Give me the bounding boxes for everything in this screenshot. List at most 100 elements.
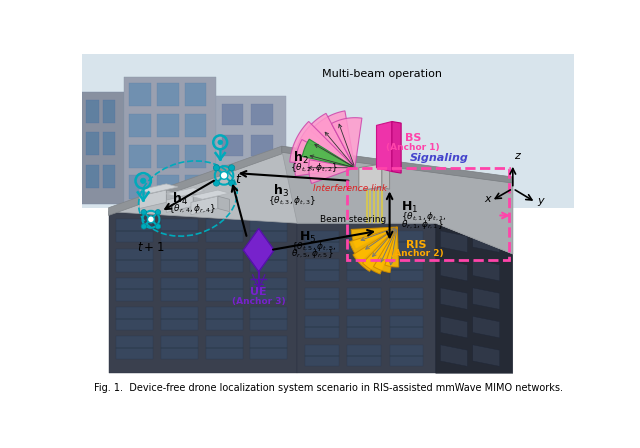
Bar: [157, 145, 179, 168]
Bar: [305, 231, 339, 252]
Bar: [129, 145, 151, 168]
Text: $\mathbf{h}_3$: $\mathbf{h}_3$: [273, 183, 289, 199]
Polygon shape: [243, 228, 274, 271]
Polygon shape: [296, 113, 355, 168]
Bar: [390, 288, 424, 310]
Bar: [205, 307, 243, 330]
Text: $\mathbf{h}_2$: $\mathbf{h}_2$: [293, 150, 309, 166]
Bar: [103, 165, 115, 188]
Bar: [81, 54, 575, 208]
Polygon shape: [362, 227, 397, 274]
Text: $\theta_{r,5}, \phi_{r,5}$}: $\theta_{r,5}, \phi_{r,5}$}: [291, 248, 334, 260]
Bar: [250, 220, 287, 242]
Bar: [390, 259, 424, 281]
Bar: [305, 288, 339, 310]
Text: {$\theta_{t,3}, \phi_{t,3}$}: {$\theta_{t,3}, \phi_{t,3}$}: [268, 194, 316, 207]
Circle shape: [213, 180, 220, 186]
Bar: [116, 336, 153, 359]
Circle shape: [156, 210, 161, 215]
Bar: [157, 83, 179, 106]
Polygon shape: [166, 194, 193, 212]
Bar: [251, 134, 273, 156]
Polygon shape: [297, 223, 436, 373]
Bar: [116, 307, 153, 330]
Bar: [185, 114, 206, 137]
Text: Signaling: Signaling: [410, 153, 469, 163]
Circle shape: [156, 224, 161, 229]
Bar: [116, 249, 153, 271]
Polygon shape: [353, 227, 397, 271]
Bar: [205, 336, 243, 359]
Text: Multi-beam operation: Multi-beam operation: [322, 69, 442, 79]
Text: {$\theta_{t,1}, \phi_{t,1}$,: {$\theta_{t,1}, \phi_{t,1}$,: [401, 211, 447, 224]
Polygon shape: [359, 164, 382, 191]
Polygon shape: [216, 96, 285, 208]
Polygon shape: [109, 211, 297, 373]
Bar: [205, 278, 243, 301]
Polygon shape: [351, 227, 397, 248]
Polygon shape: [440, 288, 467, 310]
Text: UE: UE: [250, 288, 267, 297]
Bar: [348, 345, 381, 366]
Polygon shape: [191, 196, 218, 215]
Bar: [161, 220, 198, 242]
Polygon shape: [140, 190, 166, 208]
Text: $t$: $t$: [235, 173, 242, 186]
Bar: [348, 316, 381, 338]
Polygon shape: [440, 316, 467, 338]
Text: (Anchor 2): (Anchor 2): [390, 250, 444, 258]
Bar: [205, 249, 243, 271]
Bar: [250, 278, 287, 301]
Bar: [86, 165, 99, 188]
Polygon shape: [302, 139, 355, 168]
Text: (Anchor 1): (Anchor 1): [386, 143, 440, 152]
Polygon shape: [109, 146, 282, 215]
Polygon shape: [290, 121, 355, 168]
Bar: [103, 132, 115, 155]
Circle shape: [141, 178, 146, 184]
Text: $z$: $z$: [515, 151, 522, 161]
Text: Interference link: Interference link: [312, 184, 387, 193]
Polygon shape: [332, 118, 362, 168]
Bar: [221, 134, 243, 156]
Bar: [129, 176, 151, 198]
Polygon shape: [374, 227, 397, 273]
Bar: [116, 278, 153, 301]
Polygon shape: [440, 345, 467, 366]
Bar: [348, 259, 381, 281]
Circle shape: [228, 165, 235, 171]
Bar: [86, 132, 99, 155]
Polygon shape: [124, 77, 216, 208]
Polygon shape: [392, 121, 401, 173]
Circle shape: [218, 140, 223, 145]
Bar: [157, 114, 179, 137]
Polygon shape: [166, 188, 205, 197]
Bar: [305, 345, 339, 366]
Text: {$\theta_{t,2}, \phi_{t,2}$}: {$\theta_{t,2}, \phi_{t,2}$}: [289, 161, 338, 174]
Bar: [185, 176, 206, 198]
Circle shape: [220, 172, 228, 179]
Bar: [161, 307, 198, 330]
Polygon shape: [81, 92, 124, 204]
Polygon shape: [109, 150, 513, 254]
Polygon shape: [436, 223, 513, 373]
Polygon shape: [473, 259, 500, 281]
Text: $\mathbf{h}_4$: $\mathbf{h}_4$: [172, 190, 188, 207]
Text: $y$: $y$: [538, 196, 547, 208]
Bar: [305, 259, 339, 281]
Bar: [129, 83, 151, 106]
Bar: [390, 345, 424, 366]
Polygon shape: [308, 159, 355, 184]
Polygon shape: [440, 259, 467, 281]
Polygon shape: [140, 184, 178, 193]
Polygon shape: [349, 227, 397, 261]
Bar: [116, 220, 153, 242]
Bar: [185, 83, 206, 106]
Circle shape: [213, 165, 220, 171]
Polygon shape: [473, 316, 500, 338]
Bar: [348, 288, 381, 310]
Bar: [305, 316, 339, 338]
Text: $t+1$: $t+1$: [137, 241, 164, 254]
Bar: [250, 249, 287, 271]
Bar: [250, 307, 287, 330]
